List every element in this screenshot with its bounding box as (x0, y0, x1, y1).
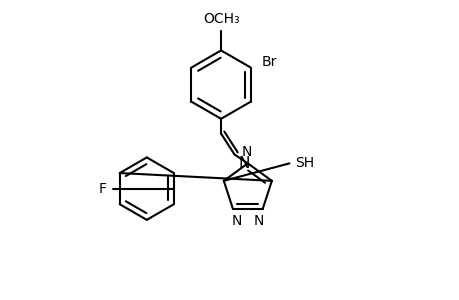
Text: Br: Br (261, 55, 276, 69)
Text: SH: SH (295, 156, 314, 170)
Text: N: N (231, 214, 241, 227)
Text: F: F (98, 182, 106, 196)
Text: N: N (253, 214, 264, 227)
Text: N: N (241, 145, 251, 159)
Text: OCH₃: OCH₃ (202, 12, 239, 26)
Text: N: N (238, 156, 250, 171)
